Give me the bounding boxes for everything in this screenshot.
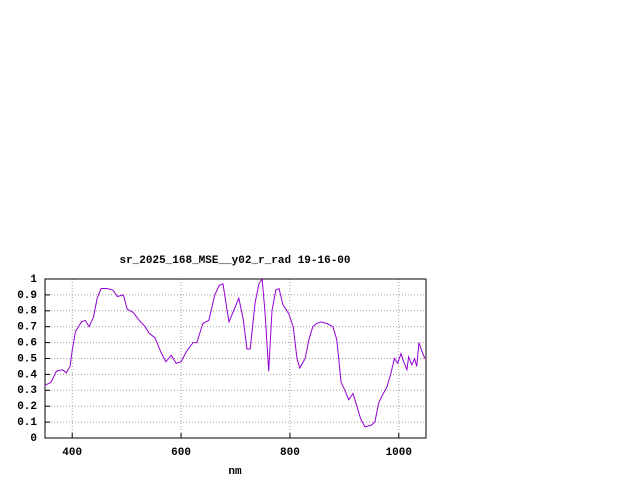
y-tick-label: 1 xyxy=(30,274,37,286)
x-tick-label: 600 xyxy=(171,447,191,459)
y-tick-label: 0.6 xyxy=(17,338,37,350)
y-tick-label: 0.8 xyxy=(17,306,37,318)
data-line xyxy=(44,277,426,428)
y-tick-label: 0.1 xyxy=(17,417,37,429)
y-tick-label: 0.7 xyxy=(17,322,37,334)
y-tick-label: 0.5 xyxy=(17,353,37,365)
y-tick-label: 0.2 xyxy=(17,401,37,413)
y-tick-label: 0.4 xyxy=(17,369,37,381)
chart-title: sr_2025_168_MSE__y02_r_rad 19-16-00 xyxy=(119,255,350,267)
y-tick-label: 0 xyxy=(30,433,37,445)
x-axis-label: nm xyxy=(228,466,242,478)
y-tick-label: 0.9 xyxy=(17,290,37,302)
y-tick-label: 0.3 xyxy=(17,385,37,397)
x-tick-label: 400 xyxy=(62,447,82,459)
x-tick-label: 1000 xyxy=(386,447,412,459)
plot-frame xyxy=(44,278,427,439)
x-tick-label: 800 xyxy=(280,447,300,459)
